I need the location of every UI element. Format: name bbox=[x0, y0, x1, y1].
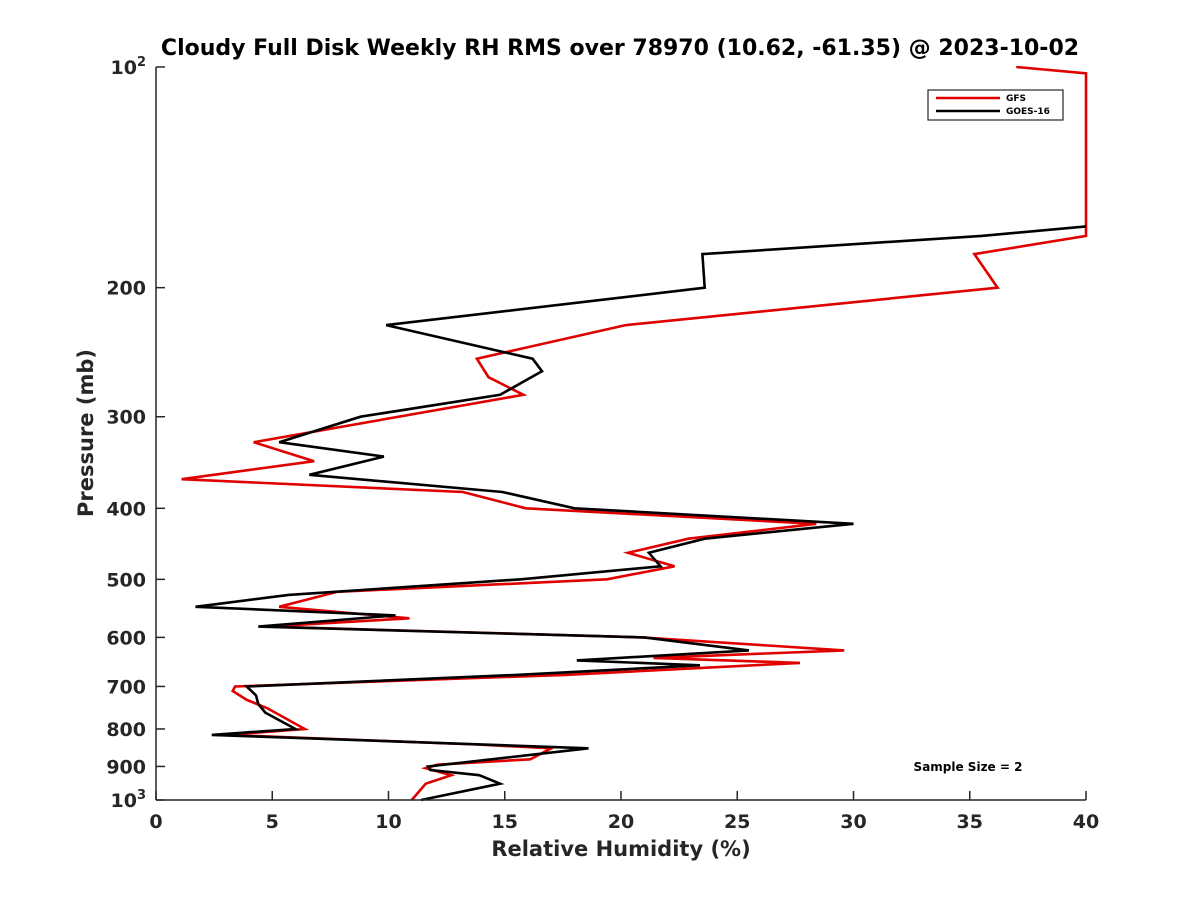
y-tick-label: 103 bbox=[111, 788, 147, 812]
y-tick-label: 102 bbox=[111, 55, 147, 79]
series-layer bbox=[181, 65, 1088, 802]
y-tick-label: 600 bbox=[106, 627, 146, 649]
chart-title: Cloudy Full Disk Weekly RH RMS over 7897… bbox=[161, 36, 1079, 61]
y-tick-label: 400 bbox=[106, 498, 146, 520]
x-tick-label: 0 bbox=[149, 811, 162, 833]
x-tick-label: 5 bbox=[266, 811, 279, 833]
y-tick-label: 800 bbox=[106, 719, 146, 741]
x-tick-label: 40 bbox=[1073, 811, 1099, 833]
axes bbox=[155, 67, 1086, 801]
y-axis-label: Pressure (mb) bbox=[74, 349, 98, 517]
y-tick-label: 200 bbox=[106, 278, 146, 300]
x-ticks: 0 5 10 15 20 25 30 35 40 bbox=[149, 791, 1099, 833]
legend-label-gfs: GFS bbox=[1006, 94, 1026, 104]
x-tick-label: 20 bbox=[608, 811, 634, 833]
x-tick-label: 15 bbox=[492, 811, 518, 833]
y-tick-label: 700 bbox=[106, 676, 146, 698]
y-ticks: 102 200 300 400 500 600 700 800 900 103 bbox=[106, 55, 165, 812]
y-tick-label: 300 bbox=[106, 407, 146, 429]
x-axis-label: Relative Humidity (%) bbox=[491, 837, 750, 861]
x-tick-label: 10 bbox=[375, 811, 401, 833]
series-line-goes16 bbox=[195, 225, 1087, 802]
x-tick-label: 35 bbox=[957, 811, 983, 833]
x-tick-label: 30 bbox=[840, 811, 866, 833]
legend: GFS GOES-16 bbox=[927, 89, 1064, 121]
legend-label-goes16: GOES-16 bbox=[1006, 107, 1050, 117]
y-tick-label: 500 bbox=[106, 569, 146, 591]
sample-size-annotation: Sample Size = 2 bbox=[914, 760, 1023, 774]
y-tick-label: 900 bbox=[106, 756, 146, 778]
legend-box bbox=[927, 89, 1064, 121]
x-tick-label: 25 bbox=[724, 811, 750, 833]
series-line-gfs bbox=[181, 65, 1088, 801]
